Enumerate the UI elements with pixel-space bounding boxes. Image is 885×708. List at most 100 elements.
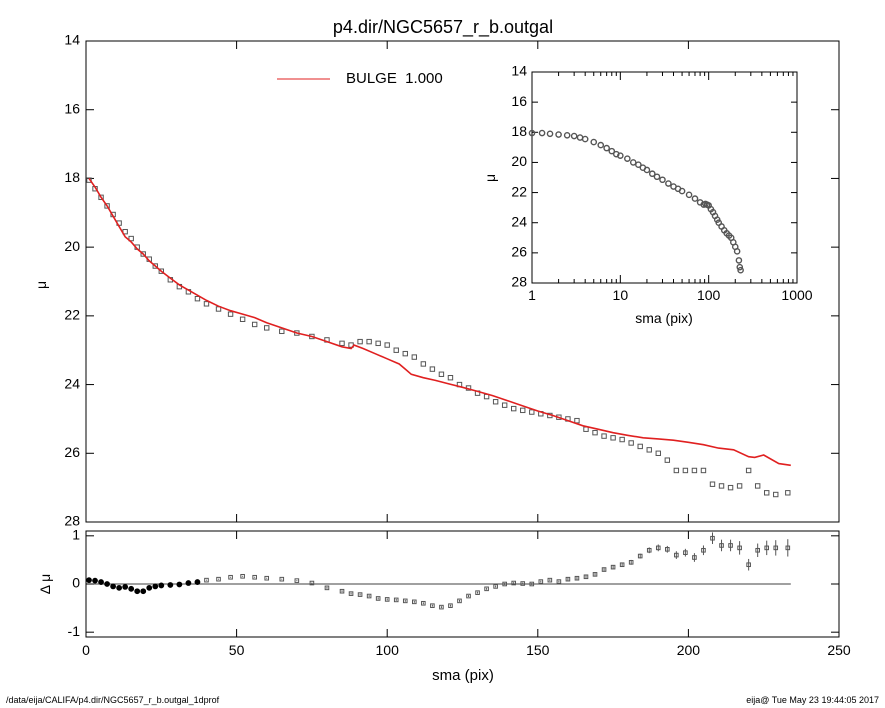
residual-y-tick-label: 0 (72, 575, 80, 591)
residual-data-point (628, 560, 634, 565)
inset-data-point (590, 138, 598, 146)
inset-data-point (555, 131, 562, 138)
residual-data-point (194, 579, 201, 585)
main-data-point (646, 447, 652, 453)
inset-data-point (643, 166, 651, 174)
main-data-point (785, 490, 791, 496)
residual-data-point (240, 573, 245, 579)
main-plot-frame (85, 40, 840, 523)
inset-data-point (581, 135, 589, 143)
residual-y-axis-label: Δ μ (37, 574, 53, 595)
residual-data-point (176, 581, 183, 588)
residual-data-point (122, 583, 129, 590)
main-data-point (104, 203, 110, 209)
main-data-point (366, 338, 372, 345)
residual-data-point (116, 584, 123, 591)
residual-data-point (583, 574, 589, 580)
residual-data-point (252, 574, 257, 580)
main-y-tick-label: 14 (64, 32, 80, 48)
inset-y-ticks: 14 16 18 20 22 24 26 28 (511, 63, 797, 290)
inset-y-tick-label: 14 (511, 63, 527, 79)
residual-data-point (140, 588, 147, 595)
main-data-point (574, 417, 580, 424)
main-data-point (194, 295, 201, 302)
main-data-point (592, 429, 598, 436)
main-data-point (700, 467, 707, 474)
main-data-point (227, 311, 234, 317)
residual-data-point (339, 588, 345, 594)
main-data-point (279, 328, 285, 335)
residual-data-points (86, 532, 791, 610)
residual-data-point (610, 564, 616, 570)
main-data-point (664, 457, 671, 463)
main-data-point (384, 342, 390, 348)
residual-data-point (785, 545, 791, 551)
residual-data-point (493, 584, 498, 589)
inset-x-tick-label: 100 (697, 287, 721, 303)
residual-x-tick-label: 150 (526, 642, 550, 658)
residual-x-tick-label: 250 (827, 642, 851, 658)
main-data-point (152, 263, 158, 269)
residual-data-point (746, 562, 751, 568)
residual-data-point (755, 547, 760, 553)
residual-data-point (412, 599, 417, 605)
residual-data-point (167, 582, 174, 588)
inset-data-point (528, 129, 536, 137)
legend-label: BULGE 1.000 (346, 70, 443, 87)
residual-data-point (692, 555, 697, 560)
inset-plot-frame (531, 71, 798, 284)
main-data-point (610, 435, 616, 441)
residual-data-point (216, 576, 221, 582)
inset-x-tick-label: 10 (613, 287, 629, 303)
main-data-point (718, 483, 725, 489)
residual-data-point (402, 598, 408, 604)
inset-data-point (546, 130, 554, 138)
residual-x-axis-label: sma (pix) (432, 667, 494, 684)
footer-timestamp: eija@ Tue May 23 19:44:05 2017 (746, 695, 879, 705)
inset-data-point (629, 159, 637, 166)
residual-data-point (279, 576, 285, 582)
residual-data-point (92, 577, 98, 584)
inset-data-point (678, 187, 686, 195)
main-data-point (86, 177, 92, 183)
residual-data-point (764, 545, 770, 551)
main-y-axis-label: μ (33, 281, 49, 289)
main-data-point (128, 235, 134, 242)
residual-data-point (710, 535, 715, 541)
inset-data-point (603, 144, 610, 152)
residual-data-point (637, 553, 643, 559)
main-data-point (619, 436, 625, 443)
inset-data-point (563, 131, 571, 139)
main-data-points (86, 177, 791, 498)
residual-data-point (502, 581, 507, 587)
main-data-point (98, 194, 104, 201)
main-data-point (529, 409, 535, 415)
main-data-point (628, 440, 634, 446)
main-data-point (691, 467, 698, 474)
chart-title: p4.dir/NGC5657_r_b.outgal (333, 17, 553, 38)
main-data-point (727, 484, 734, 491)
residual-y-tick-label: 1 (72, 527, 80, 543)
residual-data-point (529, 581, 535, 587)
residual-data-point (430, 603, 435, 608)
residual-data-point (655, 545, 661, 551)
inset-data-point (597, 141, 605, 149)
inset-data-point (685, 191, 693, 199)
residual-data-point (674, 552, 679, 558)
main-data-point (264, 325, 270, 331)
residual-data-point (294, 578, 300, 583)
residual-data-point (556, 579, 562, 584)
residual-panel: -101 0 50 100 150 200 250 sma (pix) Δ μ (37, 527, 851, 684)
residual-data-point (475, 590, 480, 595)
inset-y-tick-label: 22 (511, 183, 527, 199)
residual-data-point (393, 597, 399, 603)
residual-data-point (439, 604, 444, 610)
inset-y-tick-label: 28 (511, 274, 527, 290)
inset-data-point (665, 180, 672, 187)
residual-x-tick-label: 100 (376, 642, 400, 658)
main-panel: 14 16 18 20 22 24 26 28 μ BULGE 1.000 (33, 32, 840, 529)
residual-data-point (134, 588, 141, 595)
main-y-tick-label: 20 (64, 238, 80, 254)
residual-data-point (565, 576, 571, 582)
